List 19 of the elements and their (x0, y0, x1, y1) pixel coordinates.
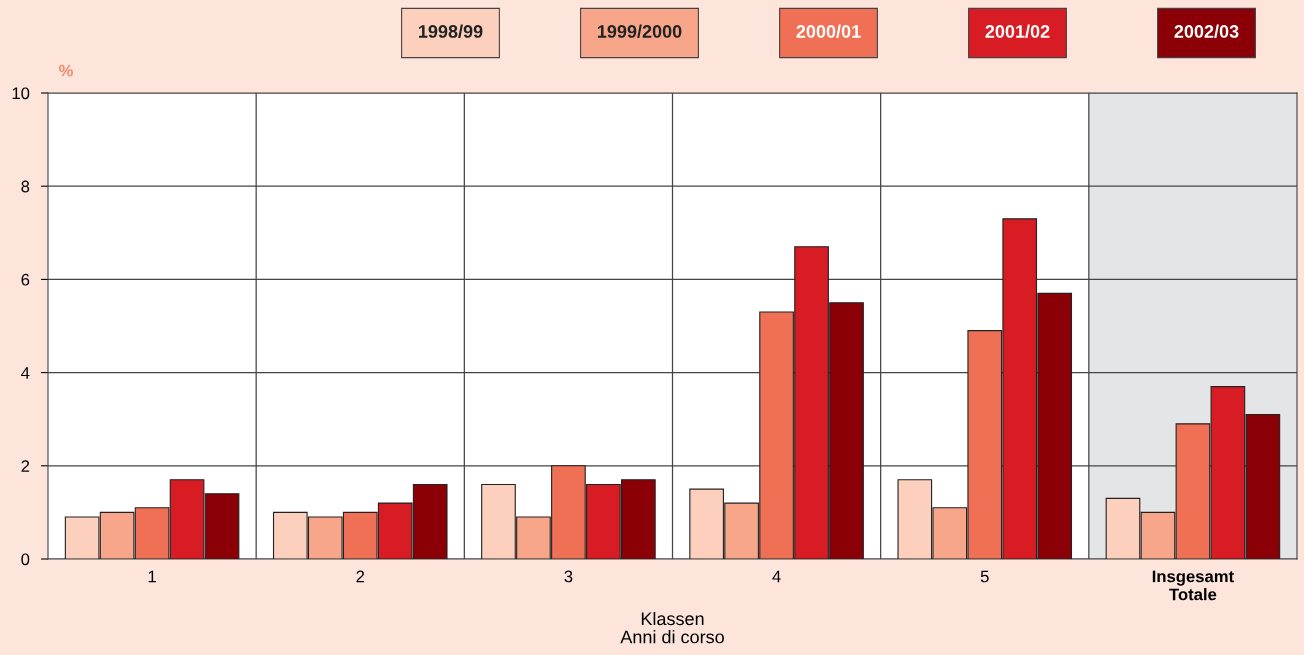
x-tick-label: 1 (148, 570, 156, 583)
y-tick-label: 8 (21, 180, 30, 193)
x-tick-label: 3 (564, 570, 573, 583)
text: 2001/02 (985, 24, 1050, 39)
text: 1999/2000 (597, 24, 682, 39)
y-tick-label: 6 (21, 273, 30, 286)
y-tick-label: 0 (21, 553, 30, 566)
y-tick-label: 4 (21, 367, 30, 379)
y-tick-label: 10 (12, 87, 30, 100)
text: 2002/03 (1174, 24, 1239, 39)
x-tick-label: 2 (356, 570, 365, 583)
x-tick-label: 4 (772, 570, 781, 583)
x-tick-label: 5 (980, 570, 989, 583)
text: 1998/99 (419, 24, 483, 39)
y-axis-title: % (59, 64, 73, 77)
y-tick-label: 2 (21, 460, 30, 472)
x-axis-title: Klassen Anni di corso (620, 611, 724, 644)
x-tick-label: Insgesamt Totale (1152, 570, 1234, 601)
text: 2000/01 (796, 24, 861, 39)
